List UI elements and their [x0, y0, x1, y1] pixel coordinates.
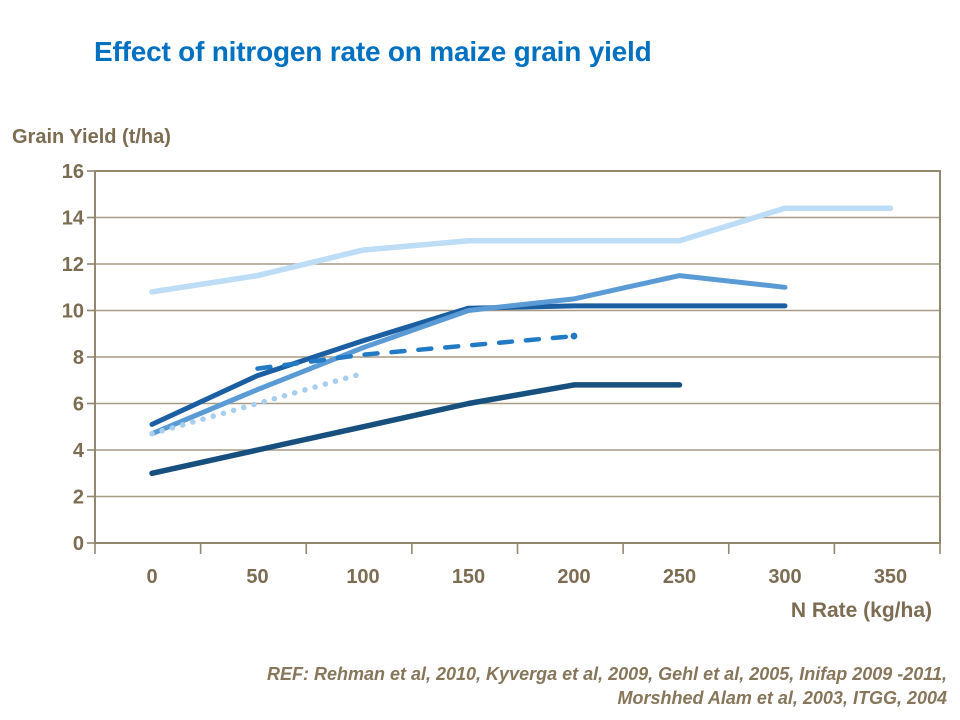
- y-tick-label: 0: [73, 533, 84, 555]
- x-tick-label: 350: [874, 566, 907, 588]
- reference-line-1: REF: Rehman et al, 2010, Kyverga et al, …: [266, 664, 947, 684]
- reference-text: REF: Rehman et al, 2010, Kyverga et al, …: [267, 662, 947, 710]
- x-tick-label: 100: [346, 566, 379, 588]
- x-axis-title: N Rate (kg/ha): [790, 599, 932, 622]
- y-tick-label: 8: [73, 347, 84, 369]
- y-tick-label: 4: [73, 440, 85, 462]
- y-tick-label: 10: [62, 301, 84, 323]
- series-line-medium-blue-solid: [149, 273, 788, 437]
- y-axis-title: Grain Yield (t/ha): [12, 126, 171, 148]
- y-tick-label: 2: [73, 487, 84, 509]
- x-tick-label: 150: [452, 566, 485, 588]
- y-tick-label: 16: [62, 161, 84, 183]
- reference-line-2: Morshhed Alam et al, 2003, ITGG, 2004: [617, 688, 947, 708]
- bright-blue-dashed-end-dot: [570, 332, 578, 340]
- x-tick-label: 50: [246, 566, 268, 588]
- y-tick-label: 6: [73, 394, 84, 416]
- x-tick-label: 300: [768, 566, 801, 588]
- y-tick-label: 12: [62, 254, 84, 276]
- series-line-bright-blue-dashed: [255, 333, 577, 371]
- x-tick-label: 200: [557, 566, 590, 588]
- series-line-pale-blue-dotted: [149, 370, 366, 437]
- plot-border: [94, 170, 941, 544]
- series-line-dark-blue-solid: [149, 303, 788, 427]
- chart-title: Effect of nitrogen rate on maize grain y…: [94, 36, 652, 67]
- x-tick-label: 0: [146, 566, 157, 588]
- series-line-darkest-blue-solid: [149, 382, 683, 477]
- series-line-pale-blue-solid: [149, 205, 894, 295]
- y-tick-label: 14: [62, 208, 85, 230]
- x-tick-label: 250: [663, 566, 696, 588]
